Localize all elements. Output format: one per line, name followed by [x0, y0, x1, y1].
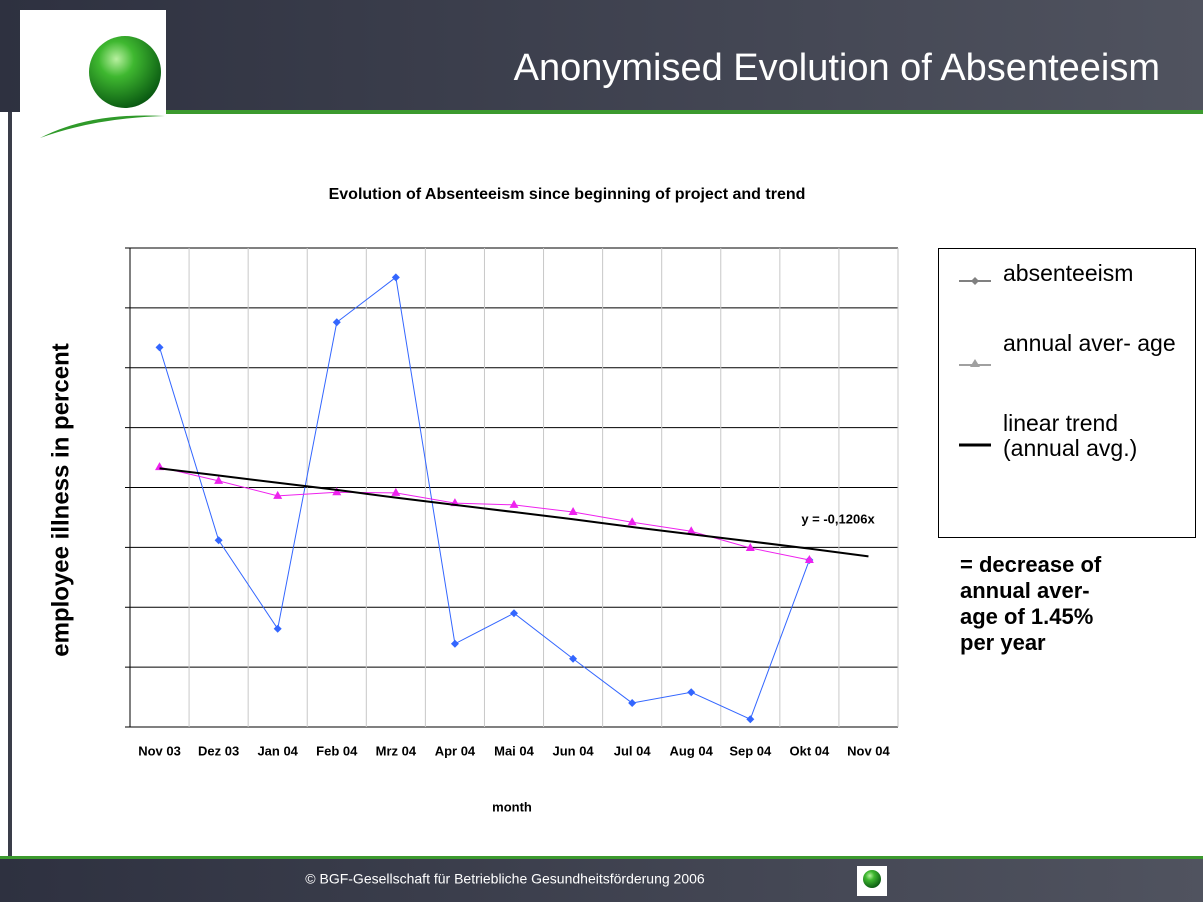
- point: [273, 624, 282, 633]
- point: [686, 526, 696, 535]
- point: [155, 343, 164, 352]
- x-tick-label: Jul 04: [614, 743, 652, 758]
- x-tick-label: Aug 04: [670, 743, 714, 758]
- point: [804, 554, 814, 563]
- header-bar: [0, 0, 1203, 112]
- point: [745, 542, 755, 551]
- point: [568, 507, 578, 516]
- legend-label: absenteeism: [1003, 260, 1134, 286]
- legend-marker: [971, 277, 979, 285]
- footer-text: © BGF-Gesellschaft für Betriebliche Gesu…: [305, 871, 705, 887]
- x-tick-label: Mai 04: [494, 743, 535, 758]
- point: [569, 654, 578, 663]
- point: [391, 273, 400, 282]
- left-border: [8, 112, 12, 858]
- x-tick-label: Sep 04: [729, 743, 772, 758]
- footer-bar: [0, 859, 1203, 902]
- legend-item: annual aver- age: [953, 331, 1193, 411]
- x-tick-label: Nov 04: [847, 743, 890, 758]
- legend: absenteeism annual aver- age linear trend …: [938, 248, 1196, 538]
- point: [510, 609, 518, 618]
- point: [214, 536, 223, 545]
- point: [273, 490, 283, 499]
- point: [687, 688, 696, 697]
- decrease-note: = decrease of annual aver- age of 1.45% …: [960, 552, 1102, 655]
- point: [450, 639, 459, 648]
- series-line: [159, 467, 869, 558]
- x-tick-label: Okt 04: [790, 743, 831, 758]
- legend-marker: [970, 359, 980, 367]
- x-axis-label: month: [492, 799, 532, 814]
- x-tick-label: Nov 03: [138, 743, 181, 758]
- legend-key: [959, 277, 991, 285]
- x-tick-label: Mrz 04: [376, 743, 417, 758]
- legend-label: linear trend (annual avg.): [1003, 410, 1138, 461]
- series-line: [159, 466, 810, 561]
- point: [627, 517, 637, 526]
- logo-swoosh: [40, 115, 165, 138]
- trend-equation: y = -0,1206x: [801, 511, 875, 526]
- point: [628, 699, 637, 708]
- legend-item: linear trend (annual avg.): [953, 411, 1193, 491]
- y-axis-label: employee illness in percent: [47, 343, 74, 656]
- slide-title: Anonymised Evolution of Absenteeism: [514, 47, 1160, 89]
- x-tick-label: Feb 04: [316, 743, 358, 758]
- point: [509, 499, 519, 508]
- footer-logo: [863, 870, 881, 888]
- series-line: [159, 276, 810, 720]
- logo-ball: [89, 36, 161, 108]
- header-rule: [165, 110, 1203, 114]
- x-tick-label: Jun 04: [552, 743, 594, 758]
- x-tick-label: Jan 04: [257, 743, 298, 758]
- legend-key: [959, 359, 991, 367]
- chart-title: Evolution of Absenteeism since beginning…: [329, 186, 806, 203]
- x-tick-label: Apr 04: [435, 743, 476, 758]
- legend-key: [959, 443, 991, 447]
- point: [391, 487, 401, 496]
- footer-rule: [0, 856, 1203, 859]
- point: [332, 487, 342, 496]
- legend-label: annual aver- age: [1003, 330, 1176, 356]
- point: [746, 715, 755, 724]
- x-tick-label: Dez 03: [198, 743, 239, 758]
- point: [332, 318, 341, 327]
- legend-item: absenteeism: [953, 261, 1193, 341]
- point: [214, 475, 224, 484]
